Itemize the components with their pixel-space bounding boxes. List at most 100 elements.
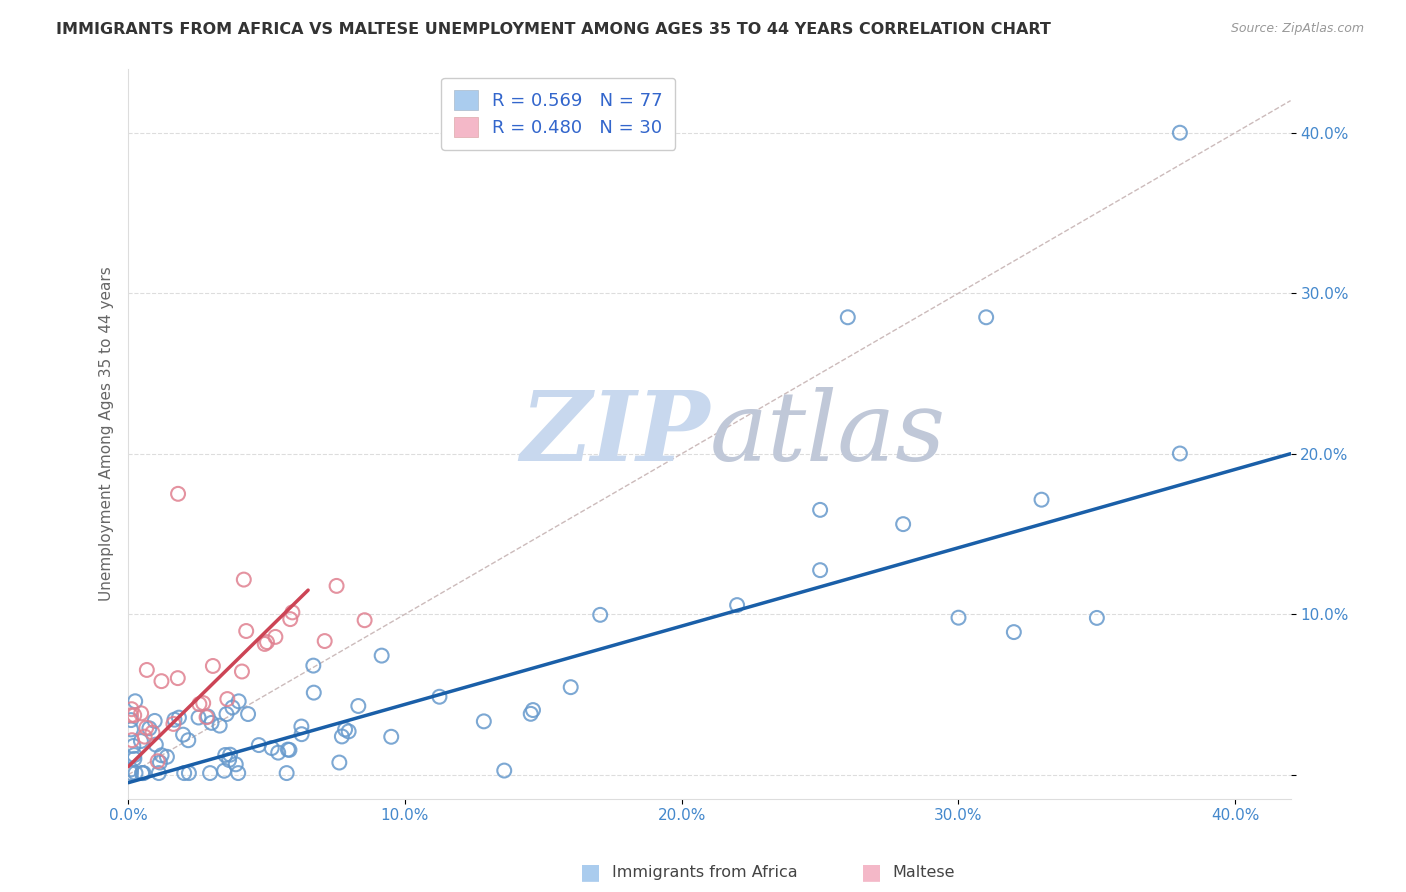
Point xyxy=(1002,625,1025,640)
Point xyxy=(162,717,184,731)
Point xyxy=(522,703,544,717)
Point xyxy=(337,724,360,739)
Point xyxy=(197,709,219,723)
Point xyxy=(129,706,152,721)
Point xyxy=(353,613,375,627)
Point xyxy=(187,710,209,724)
Point xyxy=(218,753,240,767)
Point xyxy=(124,752,146,766)
Point xyxy=(122,739,145,753)
Point xyxy=(247,738,270,752)
Point xyxy=(150,748,173,763)
Point xyxy=(256,635,278,649)
Point xyxy=(163,713,186,727)
Point xyxy=(725,598,748,612)
Point xyxy=(808,503,831,517)
Point xyxy=(519,706,541,721)
Text: Immigrants from Africa: Immigrants from Africa xyxy=(612,865,797,880)
Point xyxy=(328,756,350,770)
Point xyxy=(201,659,224,673)
Point xyxy=(124,694,146,708)
Point xyxy=(589,607,612,622)
Point xyxy=(1168,446,1191,460)
Point xyxy=(212,764,235,778)
Point xyxy=(150,674,173,689)
Point xyxy=(494,764,516,778)
Text: ■: ■ xyxy=(581,863,600,882)
Point xyxy=(325,579,347,593)
Point xyxy=(278,612,301,626)
Point xyxy=(135,721,157,735)
Point xyxy=(193,696,215,710)
Point xyxy=(380,730,402,744)
Point xyxy=(148,766,170,780)
Point xyxy=(236,707,259,722)
Point xyxy=(173,766,195,780)
Point xyxy=(167,487,190,501)
Point xyxy=(808,563,831,577)
Point xyxy=(278,743,301,757)
Point xyxy=(560,680,582,694)
Point xyxy=(120,763,142,777)
Point xyxy=(974,310,997,325)
Point xyxy=(120,766,142,780)
Point xyxy=(135,663,157,677)
Point xyxy=(124,766,146,780)
Point xyxy=(277,742,299,756)
Point xyxy=(172,728,194,742)
Point xyxy=(267,746,290,760)
Point xyxy=(235,624,257,638)
Point xyxy=(281,606,304,620)
Point xyxy=(330,730,353,744)
Point xyxy=(131,766,153,780)
Point xyxy=(215,707,238,722)
Point xyxy=(264,630,287,644)
Point xyxy=(132,766,155,780)
Point xyxy=(198,766,221,780)
Point xyxy=(1031,492,1053,507)
Point xyxy=(141,725,163,739)
Point xyxy=(177,733,200,747)
Point xyxy=(472,714,495,729)
Point xyxy=(120,708,142,723)
Point xyxy=(260,741,283,756)
Point xyxy=(231,665,253,679)
Text: IMMIGRANTS FROM AFRICA VS MALTESE UNEMPLOYMENT AMONG AGES 35 TO 44 YEARS CORRELA: IMMIGRANTS FROM AFRICA VS MALTESE UNEMPL… xyxy=(56,22,1052,37)
Point xyxy=(124,747,146,762)
Text: atlas: atlas xyxy=(710,386,946,481)
Point xyxy=(121,702,143,716)
Point xyxy=(122,708,145,723)
Point xyxy=(121,733,143,747)
Point xyxy=(134,730,156,744)
Point xyxy=(129,734,152,748)
Point xyxy=(221,700,243,714)
Point xyxy=(149,756,172,770)
Point xyxy=(143,714,166,728)
Text: ■: ■ xyxy=(862,863,882,882)
Point xyxy=(1168,126,1191,140)
Point xyxy=(226,766,249,780)
Point xyxy=(225,757,247,772)
Point xyxy=(138,722,160,736)
Point xyxy=(208,718,231,732)
Point xyxy=(145,738,167,752)
Point xyxy=(291,727,314,741)
Point xyxy=(347,698,370,713)
Point xyxy=(167,711,190,725)
Point xyxy=(837,310,859,325)
Point xyxy=(1085,611,1108,625)
Text: ZIP: ZIP xyxy=(520,386,710,481)
Point xyxy=(232,573,254,587)
Point xyxy=(891,517,914,532)
Y-axis label: Unemployment Among Ages 35 to 44 years: Unemployment Among Ages 35 to 44 years xyxy=(100,267,114,601)
Point xyxy=(333,723,356,737)
Point xyxy=(120,723,142,737)
Point xyxy=(188,697,211,711)
Point xyxy=(302,685,325,699)
Point xyxy=(217,692,239,706)
Point xyxy=(146,754,169,768)
Point xyxy=(228,694,250,708)
Text: Maltese: Maltese xyxy=(893,865,955,880)
Legend: R = 0.569   N = 77, R = 0.480   N = 30: R = 0.569 N = 77, R = 0.480 N = 30 xyxy=(441,78,675,150)
Point xyxy=(429,690,451,704)
